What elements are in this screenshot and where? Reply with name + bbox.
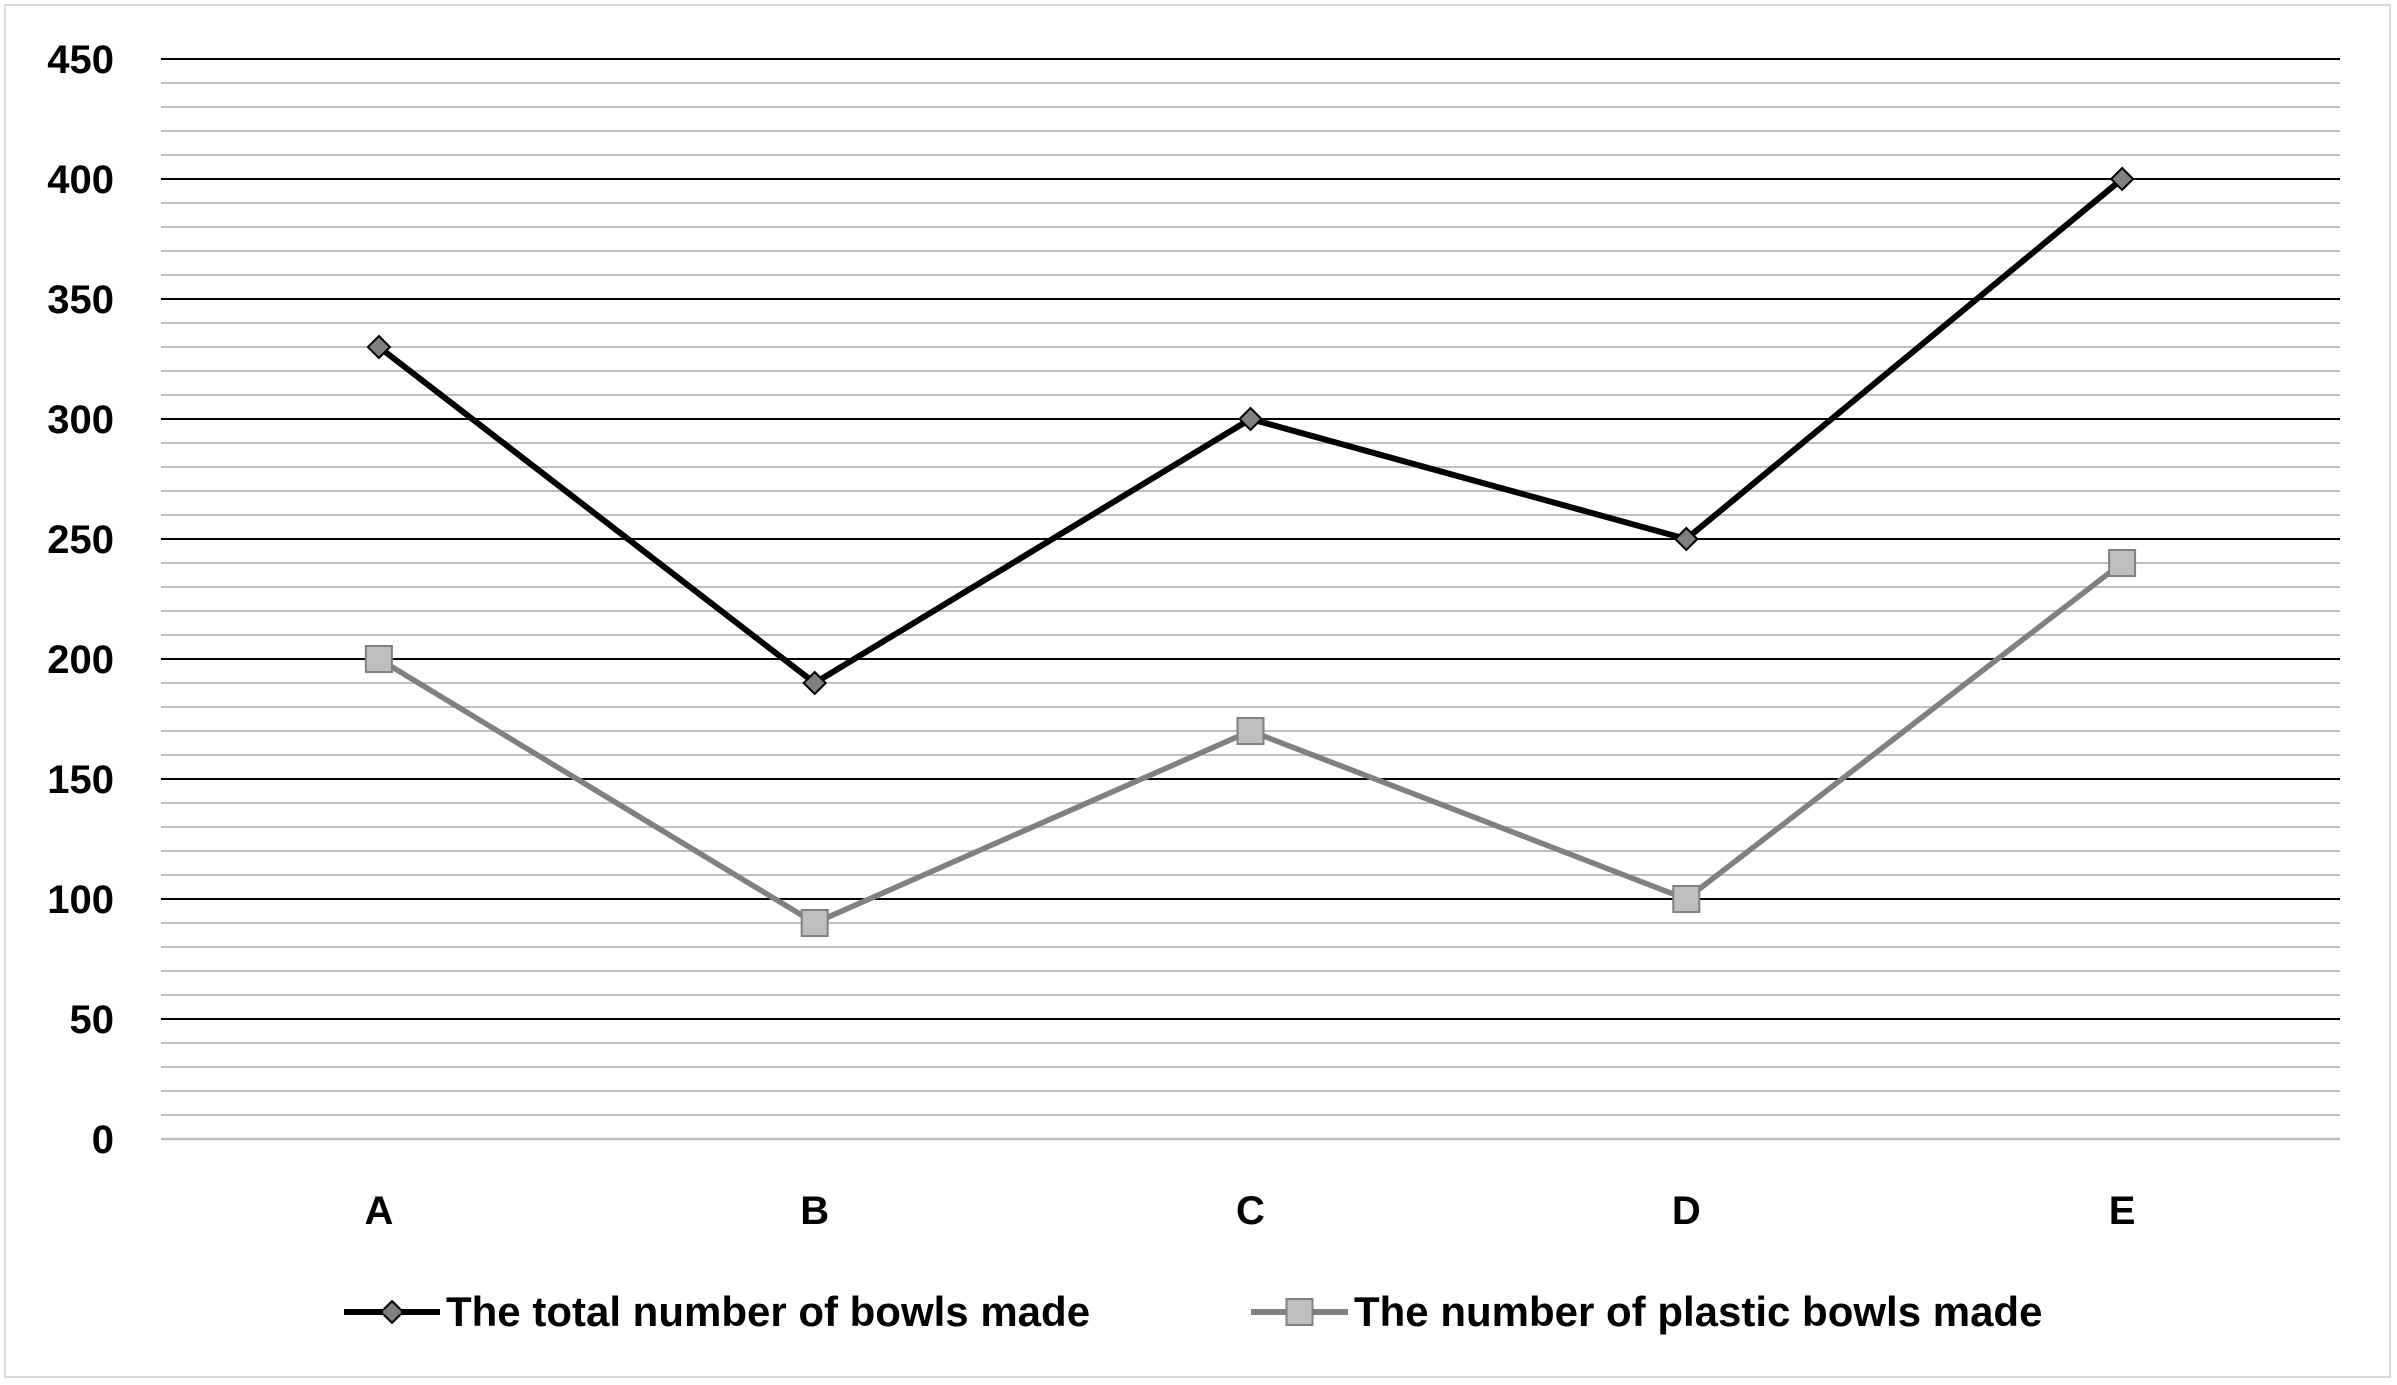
data-point-plastic-bowls bbox=[1236, 717, 1265, 745]
legend-label: The number of plastic bowls made bbox=[1354, 1288, 2042, 1335]
legend-item-total-bowls: The total number of bowls made bbox=[344, 1288, 1090, 1335]
legend-marker-swatch bbox=[379, 1299, 405, 1325]
y-tick-label: 200 bbox=[47, 638, 114, 682]
legend-item-plastic-bowls: The number of plastic bowls made bbox=[1251, 1288, 2042, 1335]
data-point-total-bowls bbox=[802, 670, 828, 696]
y-tick-label: 250 bbox=[47, 518, 114, 562]
data-point-total-bowls bbox=[2109, 166, 2135, 192]
chart-frame: 0 50 100 150 200 250 300 350 400 450 A B C D E The to… bbox=[4, 4, 2391, 1378]
data-point-total-bowls bbox=[1673, 526, 1699, 552]
data-point-plastic-bowls bbox=[2108, 549, 2137, 577]
series-markers bbox=[364, 166, 2137, 937]
y-axis-tick-labels: 0 50 100 150 200 250 300 350 400 450 bbox=[47, 38, 114, 1162]
data-point-plastic-bowls bbox=[1672, 885, 1701, 913]
y-tick-label: 100 bbox=[47, 878, 114, 922]
y-tick-label: 50 bbox=[70, 998, 115, 1042]
legend-label: The total number of bowls made bbox=[446, 1288, 1090, 1335]
legend-marker-swatch bbox=[1285, 1298, 1314, 1326]
legend: The total number of bowls made The number… bbox=[344, 1288, 2042, 1335]
y-tick-label: 150 bbox=[47, 758, 114, 802]
y-tick-label: 450 bbox=[47, 38, 114, 82]
line-chart: 0 50 100 150 200 250 300 350 400 450 A B C D E The to… bbox=[47, 38, 2340, 1335]
x-tick-label: A bbox=[364, 1189, 393, 1233]
y-tick-label: 400 bbox=[47, 158, 114, 202]
data-point-plastic-bowls bbox=[800, 909, 829, 937]
y-tick-label: 0 bbox=[92, 1118, 114, 1162]
data-point-total-bowls bbox=[366, 334, 392, 360]
x-tick-label: E bbox=[2109, 1189, 2136, 1233]
major-gridlines bbox=[161, 58, 2340, 1141]
x-axis-tick-labels: A B C D E bbox=[364, 1189, 2135, 1233]
x-tick-label: B bbox=[800, 1189, 829, 1233]
y-tick-label: 350 bbox=[47, 278, 114, 322]
data-point-total-bowls bbox=[1238, 406, 1263, 432]
series-lines bbox=[377, 176, 2125, 927]
y-tick-label: 300 bbox=[47, 398, 114, 442]
x-tick-label: C bbox=[1236, 1189, 1265, 1233]
x-tick-label: D bbox=[1672, 1189, 1701, 1233]
minor-gridlines bbox=[161, 82, 2340, 1116]
data-point-plastic-bowls bbox=[364, 645, 393, 673]
